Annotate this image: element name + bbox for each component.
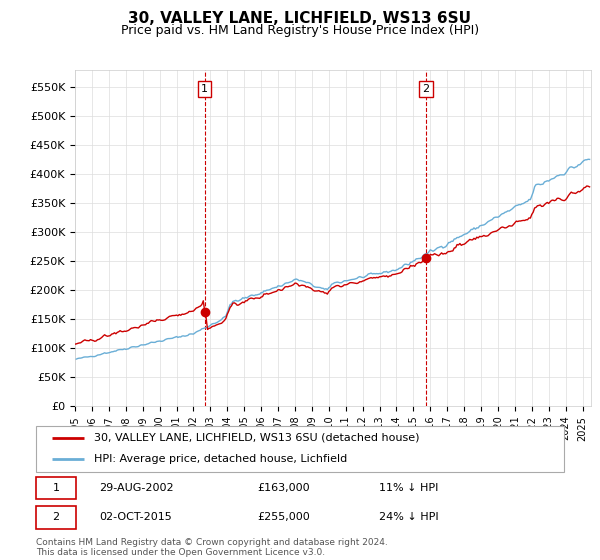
Text: 02-OCT-2015: 02-OCT-2015 xyxy=(100,512,172,522)
Text: 30, VALLEY LANE, LICHFIELD, WS13 6SU (detached house): 30, VALLEY LANE, LICHFIELD, WS13 6SU (de… xyxy=(94,433,419,443)
Text: £255,000: £255,000 xyxy=(258,512,311,522)
Text: 29-AUG-2002: 29-AUG-2002 xyxy=(100,483,174,493)
FancyBboxPatch shape xyxy=(36,477,76,499)
FancyBboxPatch shape xyxy=(36,506,76,529)
Text: 1: 1 xyxy=(201,84,208,94)
Text: 11% ↓ HPI: 11% ↓ HPI xyxy=(379,483,439,493)
Text: 2: 2 xyxy=(53,512,59,522)
Text: Price paid vs. HM Land Registry's House Price Index (HPI): Price paid vs. HM Land Registry's House … xyxy=(121,24,479,36)
FancyBboxPatch shape xyxy=(36,426,564,472)
Text: 24% ↓ HPI: 24% ↓ HPI xyxy=(379,512,439,522)
Text: Contains HM Land Registry data © Crown copyright and database right 2024.
This d: Contains HM Land Registry data © Crown c… xyxy=(36,538,388,557)
Text: £163,000: £163,000 xyxy=(258,483,310,493)
Text: HPI: Average price, detached house, Lichfield: HPI: Average price, detached house, Lich… xyxy=(94,454,347,464)
Text: 1: 1 xyxy=(53,483,59,493)
Text: 30, VALLEY LANE, LICHFIELD, WS13 6SU: 30, VALLEY LANE, LICHFIELD, WS13 6SU xyxy=(128,11,472,26)
Text: 2: 2 xyxy=(422,84,430,94)
